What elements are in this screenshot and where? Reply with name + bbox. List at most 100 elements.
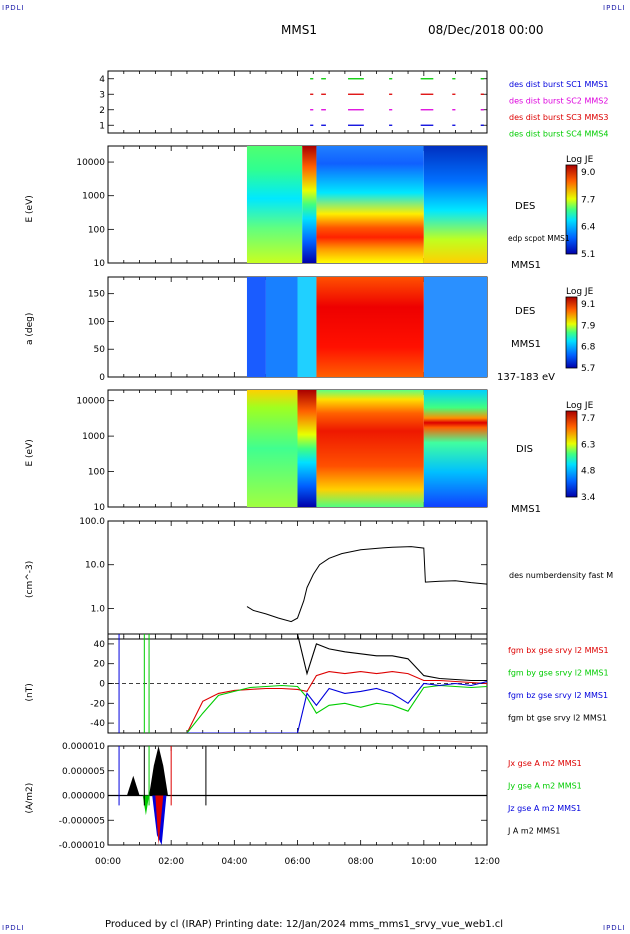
heatmap-segment — [316, 390, 424, 507]
legend-entry: des dist burst SC2 MMS2 — [509, 97, 608, 106]
heatmap-segment — [246, 390, 298, 507]
legend-entry: des dist burst SC4 MMS4 — [509, 130, 608, 139]
colorbar-tick-label: 7.7 — [581, 414, 595, 424]
corner-label-bl: IPDLI — [2, 924, 25, 932]
legend-entry: des dist burst SC3 MMS3 — [509, 113, 608, 122]
legend-entry: J A m2 MMS1 — [507, 827, 560, 836]
field-line-by — [186, 684, 487, 733]
panel-label: edp scpot MMS1 — [508, 234, 570, 243]
y-axis-label: (cm^-3) — [25, 561, 35, 598]
field-line-bx — [186, 671, 487, 733]
panel-label: MMS1 — [511, 504, 541, 515]
y-tick-label: -40 — [90, 719, 105, 729]
y-tick-label: 100 — [88, 225, 105, 235]
y-tick-label: 1.0 — [91, 604, 106, 614]
current-burst — [149, 746, 169, 796]
y-tick-label: 20 — [94, 660, 106, 670]
legend-entry: Jz gse A m2 MMS1 — [507, 804, 581, 813]
colorbar-title: Log JE — [566, 287, 594, 297]
field-line-bt — [187, 634, 487, 682]
figure-title: MMS1 — [281, 23, 317, 37]
legend-entry: des numberdensity fast M — [509, 571, 613, 580]
legend-entry: fgm by gse srvy l2 MMS1 — [508, 669, 609, 678]
y-tick-label: 10 — [94, 259, 106, 269]
legend-entry: fgm bx gse srvy l2 MMS1 — [508, 646, 609, 655]
field-line-bz — [187, 680, 487, 733]
y-tick-label: -20 — [90, 699, 105, 709]
x-tick-label: 10:00 — [411, 857, 437, 867]
y-tick-label: 10000 — [76, 158, 105, 168]
x-tick-label: 12:00 — [474, 857, 500, 867]
panel-frame-p5 — [107, 520, 488, 640]
y-tick-label: 1000 — [82, 192, 105, 202]
y-tick-label: 0 — [99, 373, 105, 383]
y-axis-label: (nT) — [25, 683, 35, 701]
x-tick-label: 04:00 — [221, 857, 247, 867]
heatmap-segment — [246, 277, 266, 377]
heatmap-segment — [423, 390, 487, 507]
colorbar — [565, 410, 578, 498]
colorbar — [565, 164, 578, 255]
panel-label: MMS1 — [511, 339, 541, 350]
y-axis-label: E (eV) — [25, 439, 35, 466]
y-tick-label: 10.0 — [85, 561, 105, 571]
y-tick-label: 2 — [99, 106, 105, 116]
heatmap-segment — [423, 146, 487, 263]
y-tick-label: 10 — [94, 503, 106, 513]
panel-frame-p1 — [107, 70, 488, 134]
colorbar — [565, 296, 578, 369]
footer-text: Produced by cl (IRAP) Printing date: 12/… — [105, 919, 504, 930]
y-tick-label: -0.000005 — [59, 816, 105, 826]
y-tick-label: 150 — [88, 290, 105, 300]
y-axis-label: a (deg) — [25, 313, 35, 345]
legend-entry: fgm bz gse srvy l2 MMS1 — [508, 691, 608, 700]
corner-label-tl: IPDLI — [2, 4, 25, 12]
y-tick-label: 10000 — [76, 397, 105, 407]
current-burst — [142, 795, 150, 816]
heatmap-segment — [316, 277, 424, 377]
colorbar-tick-label: 9.0 — [581, 168, 596, 178]
y-tick-label: 0.000010 — [62, 742, 105, 752]
legend-entry: Jx gse A m2 MMS1 — [507, 759, 582, 768]
current-burst — [126, 775, 140, 796]
heatmap-segment — [316, 146, 424, 263]
heatmap-segment — [246, 146, 303, 263]
colorbar-tick-label: 7.9 — [581, 321, 596, 331]
panel-label: MMS1 — [511, 260, 541, 271]
heatmap-segment — [297, 277, 317, 377]
colorbar-tick-label: 6.8 — [581, 343, 596, 353]
y-tick-label: 40 — [94, 640, 106, 650]
colorbar-tick-label: 5.1 — [581, 250, 595, 260]
colorbar-title: Log JE — [566, 155, 594, 165]
heatmap-segment — [302, 146, 317, 263]
y-tick-label: 4 — [99, 75, 105, 85]
y-tick-label: 100.0 — [79, 517, 105, 527]
colorbar-tick-label: 4.8 — [581, 467, 596, 477]
panel-label: DES — [515, 306, 535, 317]
y-tick-label: 3 — [99, 90, 105, 100]
colorbar-tick-label: 9.1 — [581, 300, 595, 310]
legend-entry: des dist burst SC1 MMS1 — [509, 80, 608, 89]
panel-label: DIS — [516, 444, 533, 455]
current-burst — [155, 795, 164, 845]
y-tick-label: 100 — [88, 468, 105, 478]
y-tick-label: -0.000010 — [59, 841, 105, 851]
heatmap-segment — [265, 277, 298, 377]
y-tick-label: 0.000005 — [62, 767, 105, 777]
heatmap-segment — [297, 390, 317, 507]
x-tick-label: 08:00 — [348, 857, 374, 867]
x-tick-label: 02:00 — [158, 857, 184, 867]
panel-label: DES — [515, 201, 535, 212]
y-tick-label: 100 — [88, 317, 105, 327]
corner-label-tr: IPDLI — [603, 4, 626, 12]
panel-label: 137-183 eV — [497, 372, 555, 383]
density-line — [246, 546, 487, 623]
colorbar-title: Log JE — [566, 401, 594, 411]
corner-label-br: IPDLI — [603, 924, 626, 932]
colorbar-tick-label: 6.3 — [581, 440, 595, 450]
colorbar-tick-label: 6.4 — [581, 223, 596, 233]
y-axis-label: E (eV) — [25, 195, 35, 222]
figure-date: 08/Dec/2018 00:00 — [428, 23, 544, 37]
